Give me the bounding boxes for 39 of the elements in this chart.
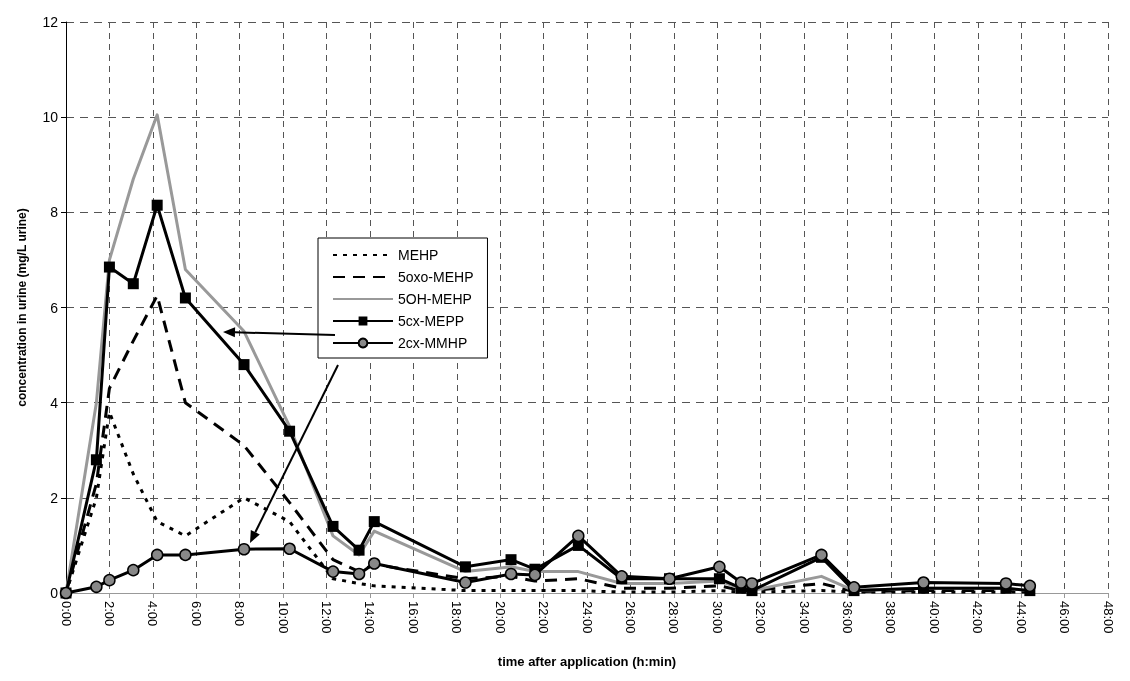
- y-axis-title: concentration in urine (mg/L urine): [15, 208, 29, 407]
- x-tick-label: 12:00: [319, 601, 334, 634]
- x-tick-label: 24:00: [579, 601, 595, 634]
- x-tick-label: 34:00: [796, 601, 812, 634]
- legend-label: 5oxo-MEHP: [398, 269, 474, 285]
- x-tick-label: 36:00: [840, 601, 855, 634]
- y-tick-label: 0: [50, 585, 59, 601]
- y-tick-label: 4: [50, 394, 59, 411]
- x-tick-label: 6:00: [188, 601, 204, 627]
- x-tick-label: 4:00: [145, 601, 161, 627]
- y-tick-label: 2: [50, 489, 59, 506]
- x-tick-label: 38:00: [883, 601, 899, 634]
- x-axis-title: time after application (h:min): [497, 654, 677, 669]
- y-tick-label: 12: [42, 14, 59, 30]
- x-tick-label: 10:00: [275, 601, 291, 634]
- x-tick-label: 48:00: [1100, 601, 1116, 634]
- x-tick-label: 42:00: [970, 601, 986, 634]
- x-tick-label: 46:00: [1057, 601, 1073, 634]
- legend-label: 5cx-MEPP: [398, 313, 465, 329]
- x-tick-label: 28:00: [666, 601, 682, 634]
- x-tick-label: 16:00: [405, 601, 421, 634]
- y-tick-label: 6: [50, 299, 59, 316]
- x-tick-label: 8:00: [232, 601, 248, 627]
- x-tick-label: 32:00: [753, 601, 769, 634]
- x-tick-label: 44:00: [1013, 601, 1029, 634]
- x-tick-label: 30:00: [709, 601, 725, 634]
- x-tick-label: 2:00: [101, 601, 117, 627]
- y-tick-label: 8: [50, 204, 59, 221]
- x-tick-label: 22:00: [536, 601, 552, 634]
- x-tick-label: 14:00: [362, 601, 378, 634]
- y-tick-label: 10: [42, 109, 59, 126]
- legend-label: MEHP: [398, 247, 439, 263]
- x-tick-label: 40:00: [926, 601, 942, 634]
- legend-label: 2cx-MMHP: [398, 335, 468, 351]
- x-tick-label: 20:00: [492, 601, 508, 634]
- x-tick-label: 26:00: [622, 601, 638, 634]
- legend-label: 5OH-MEHP: [398, 291, 472, 307]
- x-tick-label: 0:00: [58, 601, 74, 627]
- x-tick-label: 18:00: [449, 601, 465, 634]
